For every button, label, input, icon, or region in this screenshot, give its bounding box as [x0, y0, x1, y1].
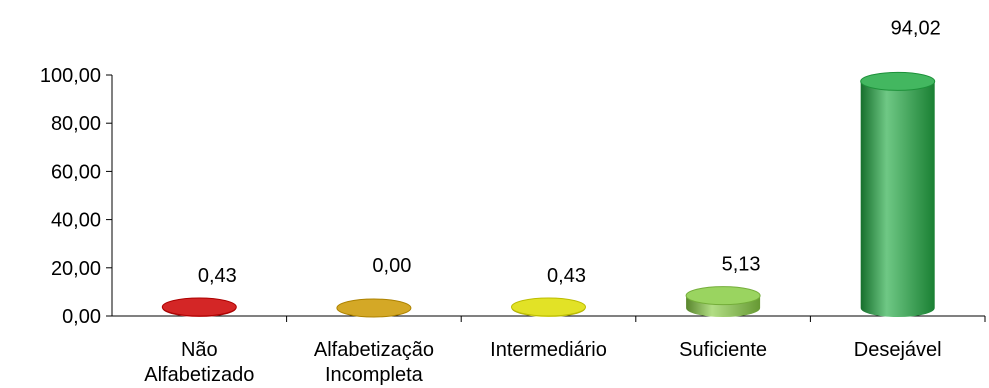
x-tick-label: Suficiente: [679, 339, 767, 361]
data-label: 5,13: [722, 254, 761, 276]
x-tick-label: Desejável: [854, 339, 942, 361]
x-tick-label: Alfabetizado: [144, 364, 254, 386]
data-label: 0,43: [547, 265, 586, 287]
chart-axes: 0,00 20,00 40,00 60,00 80,00 100,00: [40, 65, 986, 328]
bar-top: [336, 298, 412, 318]
bar-top: [685, 286, 761, 306]
bar-body: [860, 81, 935, 317]
x-tick-label: Incompleta: [325, 364, 424, 386]
bar-3: [685, 286, 761, 317]
y-tick-label: 0,00: [62, 306, 101, 328]
x-tick-label: Não: [181, 339, 218, 361]
data-label: 94,02: [891, 17, 941, 39]
bar-top: [860, 71, 936, 91]
x-tick-label: Intermediário: [490, 339, 607, 361]
data-label: 0,43: [198, 265, 237, 287]
chart-bars: [161, 71, 936, 318]
y-tick-label: 100,00: [40, 65, 101, 87]
bar-top: [161, 297, 237, 317]
y-tick-label: 60,00: [51, 161, 101, 183]
data-label: 0,00: [372, 255, 411, 277]
chart-labels: 0,43 Não Alfabetizado 0,00 Alfabetização Inco…: [144, 17, 941, 386]
bar-2: [511, 297, 586, 317]
bar-0: [161, 297, 237, 317]
bar-1: [336, 298, 412, 318]
x-tick-label: Alfabetização: [314, 339, 434, 361]
bar-top: [511, 297, 586, 317]
y-tick-label: 80,00: [51, 113, 101, 135]
y-tick-label: 40,00: [51, 210, 101, 232]
bar-4: [860, 71, 936, 317]
y-tick-label: 20,00: [51, 258, 101, 280]
